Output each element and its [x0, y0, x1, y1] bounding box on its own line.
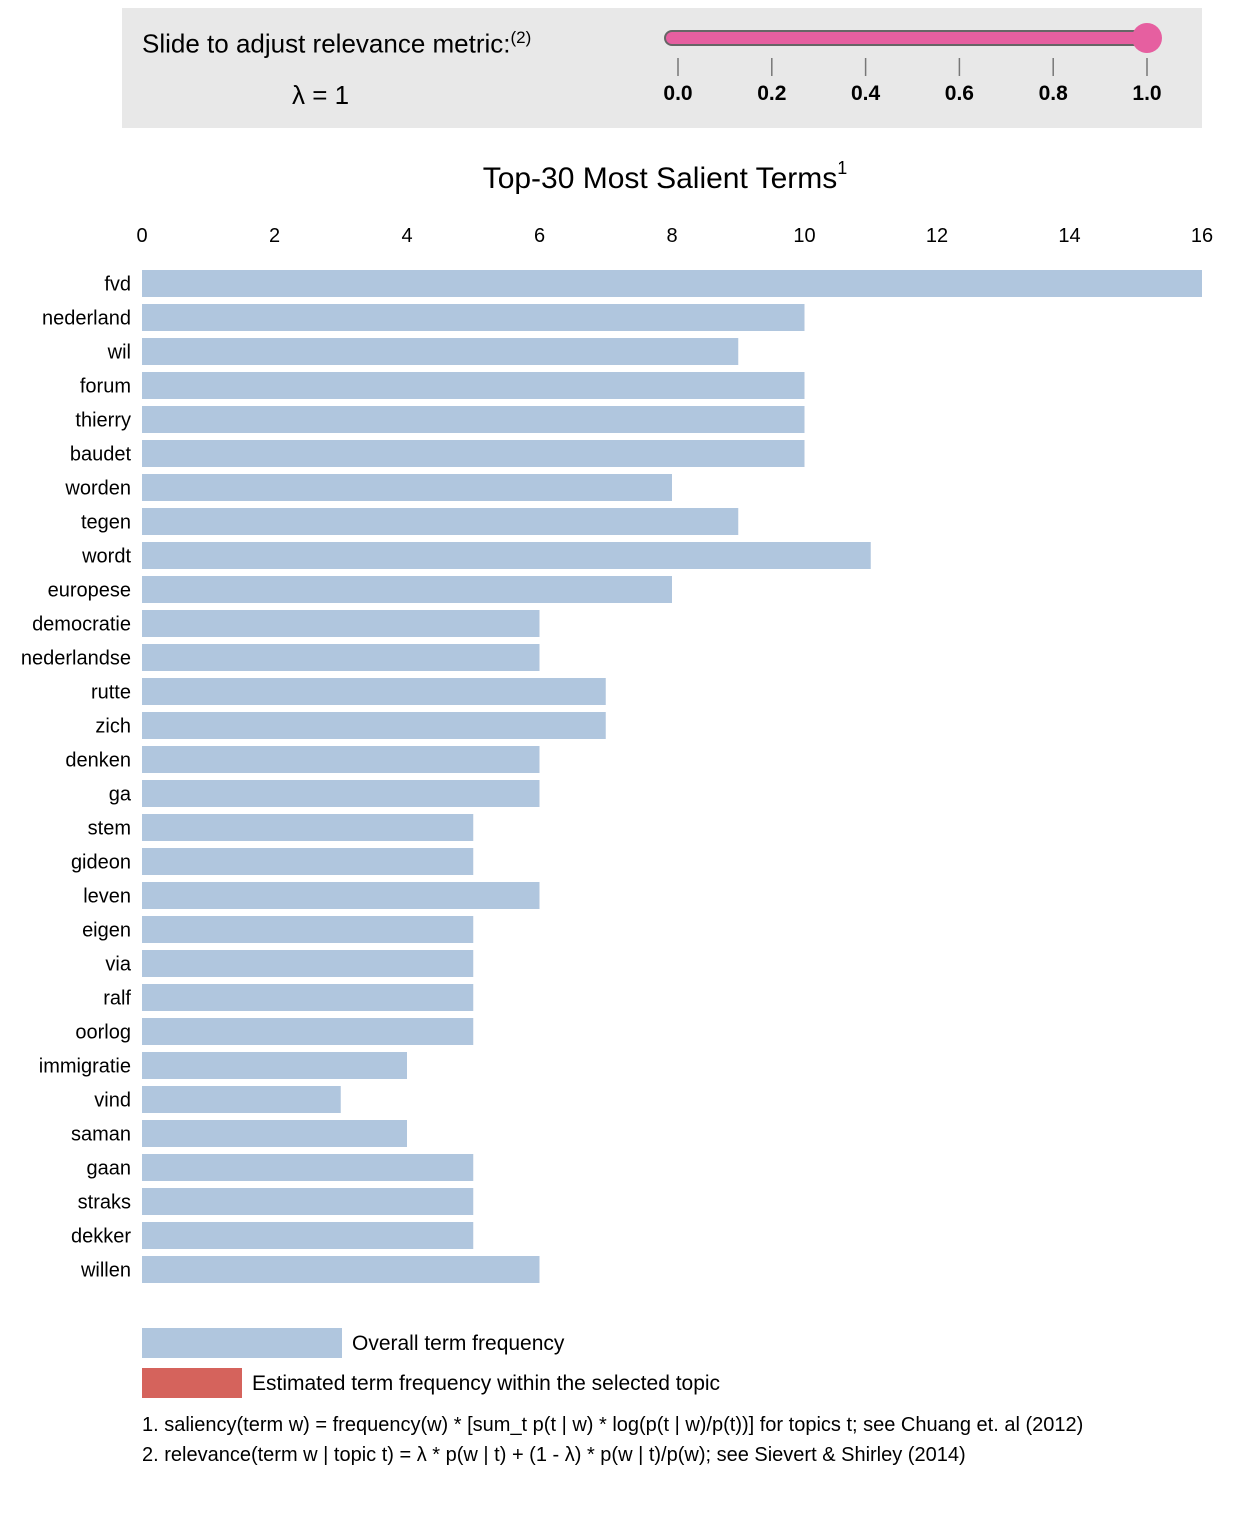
term-label: baudet — [70, 444, 132, 466]
term-label: stem — [88, 818, 131, 840]
bar-willen[interactable] — [142, 1256, 540, 1283]
bar-denken[interactable] — [142, 746, 540, 773]
x-tick-label: 16 — [1191, 225, 1213, 247]
term-label: nederlandse — [21, 648, 131, 670]
bars: fvd nederland wil forum thierry baudet worden t… — [21, 270, 1202, 1283]
chart-title: Top-30 Most Salient Terms1 — [483, 158, 848, 195]
x-tick-label: 6 — [534, 225, 545, 247]
x-tick-label: 4 — [401, 225, 412, 247]
bar-wil[interactable] — [142, 338, 739, 365]
term-label: gideon — [71, 852, 131, 874]
term-label: eigen — [82, 920, 131, 942]
term-label: tegen — [81, 512, 131, 534]
slider-label: Slide to adjust relevance metric:(2) — [142, 28, 532, 59]
bar-thierry[interactable] — [142, 406, 805, 433]
bar-forum[interactable] — [142, 372, 805, 399]
bar-immigratie[interactable] — [142, 1052, 407, 1079]
term-label: straks — [78, 1192, 131, 1214]
x-tick-label: 0 — [136, 225, 147, 247]
term-label: saman — [71, 1124, 131, 1146]
term-label: rutte — [91, 682, 131, 704]
bar-saman[interactable] — [142, 1120, 407, 1147]
bar-stem[interactable] — [142, 814, 474, 841]
bar-ralf[interactable] — [142, 984, 474, 1011]
relevance-slider-panel — [122, 8, 1202, 128]
bar-dekker[interactable] — [142, 1222, 474, 1249]
term-label: worden — [64, 478, 131, 500]
bar-gideon[interactable] — [142, 848, 474, 875]
bar-vind[interactable] — [142, 1086, 341, 1113]
term-label: vind — [94, 1090, 131, 1112]
x-tick-label: 10 — [793, 225, 815, 247]
x-axis: 0 2 4 6 8 10 12 14 16 — [136, 225, 1213, 247]
bar-rutte[interactable] — [142, 678, 606, 705]
bar-straks[interactable] — [142, 1188, 474, 1215]
x-tick-label: 12 — [926, 225, 948, 247]
x-tick-label: 8 — [666, 225, 677, 247]
chart-title-footnote-ref: 1 — [837, 158, 847, 178]
term-label: wil — [107, 342, 131, 364]
term-label: thierry — [75, 410, 131, 432]
bar-gaan[interactable] — [142, 1154, 474, 1181]
bar-nederlandse[interactable] — [142, 644, 540, 671]
slider-label-footnote-ref: (2) — [510, 28, 532, 47]
slider-tick-label: 0.4 — [851, 82, 881, 105]
term-label: gaan — [87, 1158, 132, 1180]
bar-europese[interactable] — [142, 576, 672, 603]
term-label: willen — [80, 1260, 131, 1282]
bar-zich[interactable] — [142, 712, 606, 739]
footnote-1: 1. saliency(term w) = frequency(w) * [su… — [142, 1414, 1084, 1436]
bar-via[interactable] — [142, 950, 474, 977]
bar-fvd[interactable] — [142, 270, 1202, 297]
slider-thumb[interactable] — [1132, 23, 1162, 53]
x-tick-label: 14 — [1058, 225, 1080, 247]
relevance-slider[interactable]: 0.0 0.2 0.4 0.6 0.8 1.0 — [663, 23, 1162, 105]
bar-tegen[interactable] — [142, 508, 739, 535]
footnote-2: 2. relevance(term w | topic t) = λ * p(w… — [142, 1444, 966, 1466]
bar-democratie[interactable] — [142, 610, 540, 637]
bar-leven[interactable] — [142, 882, 540, 909]
slider-tick-label: 0.2 — [757, 82, 786, 105]
term-label: denken — [65, 750, 131, 772]
chart-title-text: Top-30 Most Salient Terms — [483, 162, 838, 195]
term-label: ga — [109, 784, 132, 806]
term-label: immigratie — [39, 1056, 131, 1078]
bar-baudet[interactable] — [142, 440, 805, 467]
term-label: democratie — [32, 614, 131, 636]
legend: Overall term frequency Estimated term fre… — [142, 1328, 720, 1398]
slider-tick-label: 0.8 — [1039, 82, 1069, 105]
term-label: ralf — [103, 988, 131, 1010]
term-label: wordt — [81, 546, 131, 568]
slider-tick-label: 0.6 — [945, 82, 974, 105]
bar-nederland[interactable] — [142, 304, 805, 331]
term-label: dekker — [71, 1226, 131, 1248]
term-label: zich — [95, 716, 131, 738]
legend-swatch — [142, 1328, 342, 1358]
x-tick-label: 2 — [269, 225, 280, 247]
bar-worden[interactable] — [142, 474, 672, 501]
slider-tick-label: 0.0 — [663, 82, 692, 105]
bar-ga[interactable] — [142, 780, 540, 807]
slider-tick-label: 1.0 — [1132, 82, 1161, 105]
legend-label: Estimated term frequency within the sele… — [252, 1372, 720, 1395]
term-label: europese — [48, 580, 131, 602]
lambda-value: λ = 1 — [292, 80, 350, 110]
bar-eigen[interactable] — [142, 916, 474, 943]
term-label: forum — [80, 376, 131, 398]
term-label: leven — [83, 886, 131, 908]
legend-label: Overall term frequency — [352, 1332, 565, 1355]
term-label: via — [105, 954, 131, 976]
term-label: nederland — [42, 308, 131, 330]
bar-oorlog[interactable] — [142, 1018, 474, 1045]
bar-wordt[interactable] — [142, 542, 871, 569]
term-label: fvd — [104, 274, 131, 296]
term-label: oorlog — [75, 1022, 131, 1044]
legend-swatch — [142, 1368, 242, 1398]
slider-track-fill[interactable] — [666, 32, 1147, 44]
